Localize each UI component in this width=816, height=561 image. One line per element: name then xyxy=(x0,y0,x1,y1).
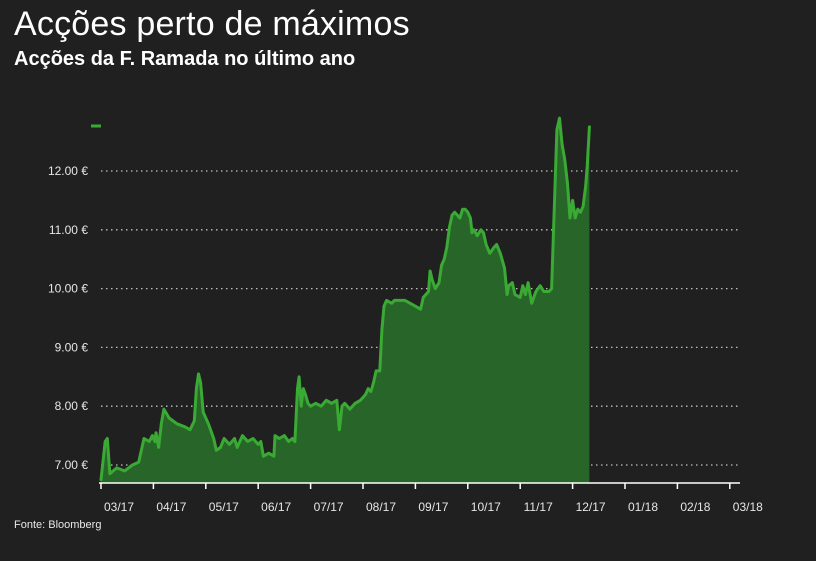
series-line xyxy=(99,116,591,482)
x-tick-label: 12/17 xyxy=(576,500,606,514)
y-axis: 7.00 € 8.00 € 9.00 € 10.00 € 11.00 € 12.00 € xyxy=(48,164,88,472)
x-tick-label: 05/17 xyxy=(209,500,239,514)
x-tick-label: 06/17 xyxy=(261,500,291,514)
y-tick-label: 11.00 € xyxy=(49,223,88,237)
chart-subtitle: Acções da F. Ramada no último ano xyxy=(14,48,356,70)
y-tick-label: 9.00 € xyxy=(55,340,89,354)
y-tick-label: 10.00 € xyxy=(48,282,88,296)
x-tick-label: 11/17 xyxy=(524,500,553,514)
x-axis: 03/17 04/17 05/17 06/17 07/17 08/17 09/17 10/17… xyxy=(99,482,763,514)
x-tick-label: 07/17 xyxy=(314,500,344,514)
plot-area xyxy=(99,116,591,483)
x-tick-label: 02/18 xyxy=(680,500,710,514)
x-tick-label: 01/18 xyxy=(628,500,658,514)
y-tick-label: 8.00 € xyxy=(55,399,89,413)
series-area xyxy=(101,118,590,483)
x-tick-label: 09/17 xyxy=(418,500,448,514)
chart-title: Acções perto de máximos xyxy=(14,5,410,43)
source-note: Fonte: Bloomberg xyxy=(14,519,102,531)
y-tick-label: 7.00 € xyxy=(55,458,89,472)
x-tick-label: 10/17 xyxy=(471,500,501,514)
x-tick-label: 08/17 xyxy=(366,500,396,514)
x-tick-label: 03/18 xyxy=(733,500,763,514)
y-tick-label: 12.00 € xyxy=(48,164,88,178)
x-tick-label: 04/17 xyxy=(156,500,186,514)
x-tick-label: 03/17 xyxy=(104,500,134,514)
